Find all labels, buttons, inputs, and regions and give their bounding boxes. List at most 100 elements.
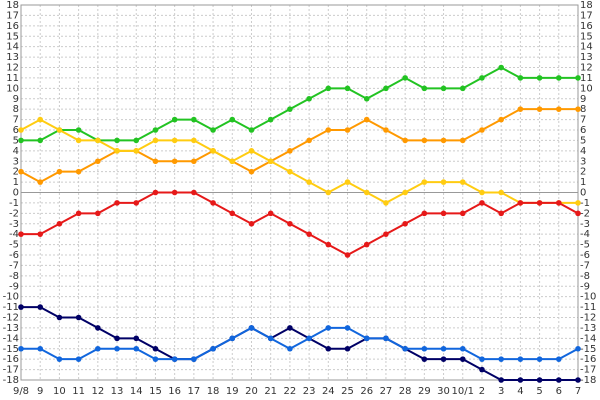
- point: [440, 179, 447, 185]
- y-tick-label-right: 16: [580, 21, 593, 32]
- point: [440, 345, 447, 352]
- point: [37, 231, 44, 237]
- point: [191, 158, 197, 165]
- point: [133, 345, 140, 352]
- y-tick-label-right: -12: [580, 313, 596, 324]
- x-tick-label: 12: [91, 386, 104, 397]
- point: [363, 95, 370, 102]
- point: [191, 356, 197, 362]
- point: [325, 127, 332, 133]
- y-tick-label: 6: [13, 125, 19, 136]
- x-tick-label: 19: [226, 386, 239, 397]
- point: [18, 127, 24, 133]
- point: [114, 200, 120, 206]
- x-tick-label: 4: [517, 386, 523, 397]
- point: [152, 189, 159, 196]
- point: [306, 95, 312, 102]
- point: [95, 325, 101, 331]
- point: [306, 335, 312, 342]
- point: [402, 189, 408, 196]
- point: [440, 137, 447, 144]
- x-tick-label: 3: [498, 386, 504, 397]
- point: [383, 85, 389, 92]
- y-tick-label-right: 5: [580, 135, 586, 146]
- point: [479, 75, 485, 81]
- series-line: [21, 66, 578, 142]
- point: [287, 325, 293, 331]
- point: [536, 377, 543, 383]
- x-tick-label: 10/1: [452, 386, 474, 397]
- x-tick-label: 25: [341, 386, 354, 397]
- y-tick-label: -5: [9, 240, 19, 251]
- point: [479, 356, 485, 362]
- x-tick-label: 17: [187, 386, 200, 397]
- y-tick-label: -8: [9, 271, 19, 282]
- y-tick-label-right: 12: [580, 63, 593, 74]
- point: [344, 252, 351, 258]
- point: [421, 345, 428, 352]
- x-tick-label: 14: [130, 386, 143, 397]
- point: [517, 377, 524, 383]
- y-tick-label-right: 14: [580, 42, 593, 53]
- point: [459, 210, 466, 217]
- point: [498, 210, 504, 217]
- x-tick-label: 9/8: [13, 386, 29, 397]
- y-tick-label: 9: [13, 94, 19, 105]
- y-tick-label: -6: [9, 250, 19, 261]
- point: [229, 335, 236, 342]
- point: [95, 158, 101, 165]
- point: [536, 200, 543, 206]
- point: [114, 335, 120, 342]
- point: [421, 356, 428, 362]
- point: [363, 189, 370, 196]
- point: [248, 148, 255, 154]
- point: [536, 356, 543, 362]
- y-tick-label-right: -11: [580, 302, 596, 313]
- x-tick-label: 24: [322, 386, 335, 397]
- point: [402, 75, 408, 81]
- x-tick-label: 27: [380, 386, 393, 397]
- y-tick-label: 12: [6, 63, 19, 74]
- point: [191, 137, 197, 144]
- point: [479, 366, 485, 373]
- point: [171, 356, 178, 362]
- point: [152, 127, 159, 133]
- point: [344, 179, 351, 185]
- point: [248, 220, 255, 227]
- point: [517, 356, 524, 362]
- y-tick-label-right: 8: [580, 104, 586, 115]
- point: [459, 85, 466, 92]
- y-tick-label-right: 3: [580, 156, 586, 167]
- point: [133, 335, 140, 342]
- point: [18, 345, 24, 352]
- x-tick-label: 16: [168, 386, 181, 397]
- point: [575, 210, 581, 217]
- y-tick-label: 0: [13, 188, 19, 199]
- point: [152, 345, 159, 352]
- x-tick-label: 10: [53, 386, 66, 397]
- y-tick-label-right: 11: [580, 73, 593, 84]
- point: [75, 168, 82, 175]
- point: [56, 356, 63, 362]
- plot-border: [20, 4, 579, 381]
- point: [479, 200, 485, 206]
- point: [517, 106, 524, 112]
- point: [555, 377, 562, 383]
- point: [191, 189, 197, 196]
- x-tick-label: 28: [399, 386, 412, 397]
- point: [363, 335, 370, 342]
- point: [287, 168, 293, 175]
- series-line: [21, 306, 578, 381]
- point: [325, 189, 332, 196]
- y-tick-label: -7: [9, 260, 19, 271]
- point: [575, 75, 581, 81]
- y-tick-label-right: 15: [580, 31, 593, 42]
- point: [75, 356, 82, 362]
- point: [229, 210, 236, 217]
- y-tick-label-right: -7: [580, 260, 590, 271]
- point: [479, 127, 485, 133]
- point: [383, 231, 389, 237]
- x-tick-label: 11: [72, 386, 85, 397]
- point: [248, 168, 255, 175]
